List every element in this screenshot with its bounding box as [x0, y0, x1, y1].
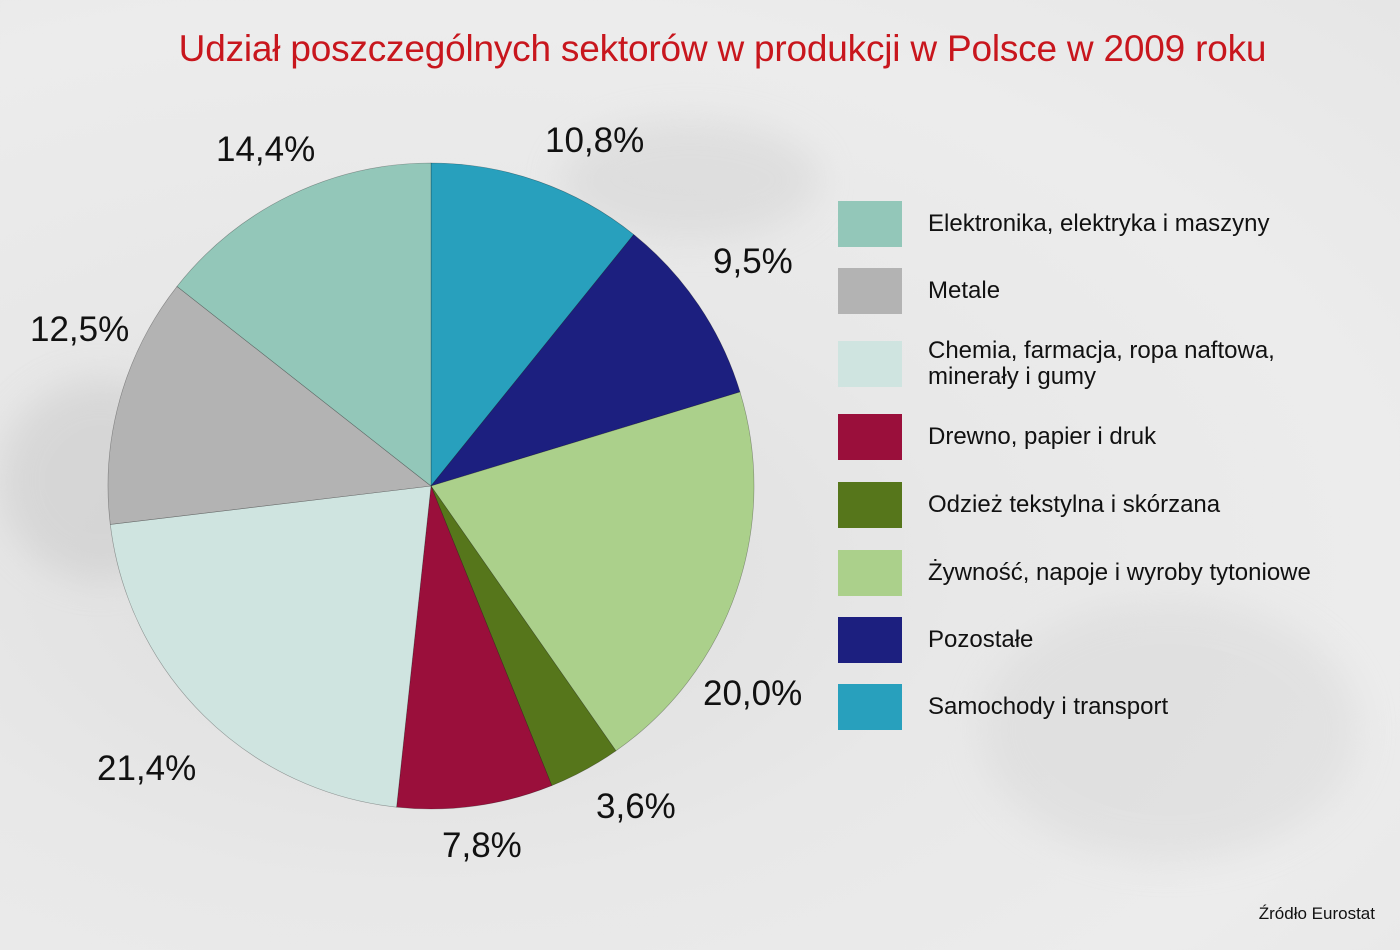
legend-swatch [838, 201, 902, 247]
label-odziez: 3,6% [596, 787, 676, 826]
legend-item-zywnosc: Żywność, napoje i wyroby tytoniowe [838, 550, 1368, 596]
legend-label: Samochody i transport [928, 693, 1169, 720]
chart-title: Udział poszczególnych sektorów w produkc… [178, 28, 1267, 69]
legend-swatch [838, 550, 902, 596]
legend-label: Odzież tekstylna i skórzana [928, 491, 1221, 518]
pie-slice [396, 485, 553, 810]
legend-item-pozostale: Pozostałe [838, 617, 1368, 663]
legend-item-samochody: Samochody i transport [838, 684, 1368, 730]
legend-swatch [838, 482, 902, 528]
label-samochody: 10,8% [545, 121, 645, 160]
legend-item-metale: Metale [838, 268, 1368, 314]
label-metale: 12,5% [30, 310, 130, 349]
legend-label: Pozostałe [928, 626, 1034, 653]
legend-swatch [838, 684, 902, 730]
legend-label: Metale [928, 277, 1001, 304]
legend-swatch [838, 617, 902, 663]
pie-slice [430, 485, 617, 786]
legend-item-odziez: Odzież tekstylna i skórzana [838, 482, 1368, 528]
pie-slice [109, 485, 432, 808]
legend-item-elektronika: Elektronika, elektryka i maszyny [838, 201, 1368, 247]
pie-slice [430, 234, 741, 487]
legend-item-chemia: Chemia, farmacja, ropa naftowa, minerały… [838, 338, 1328, 390]
legend-swatch [838, 341, 902, 387]
pie-slice [176, 162, 432, 487]
pie-slice [430, 162, 635, 487]
label-elektronika: 14,4% [216, 130, 316, 169]
label-chemia: 21,4% [97, 749, 197, 788]
legend-label: Drewno, papier i druk [928, 423, 1157, 450]
legend-label: Żywność, napoje i wyroby tytoniowe [928, 559, 1311, 586]
legend-label: Elektronika, elektryka i maszyny [928, 210, 1270, 237]
label-pozostale: 9,5% [713, 242, 793, 281]
legend-swatch [838, 414, 902, 460]
background-decoration [980, 600, 1360, 860]
label-zywnosc: 20,0% [703, 674, 803, 713]
pie-slice [107, 286, 432, 525]
pie-slice [430, 391, 755, 752]
source-note: Źródło Eurostat [1258, 904, 1375, 923]
legend-swatch [838, 268, 902, 314]
label-drewno: 7,8% [442, 826, 522, 865]
legend-item-drewno: Drewno, papier i druk [838, 414, 1368, 460]
legend-label: Chemia, farmacja, ropa naftowa, minerały… [928, 337, 1275, 390]
